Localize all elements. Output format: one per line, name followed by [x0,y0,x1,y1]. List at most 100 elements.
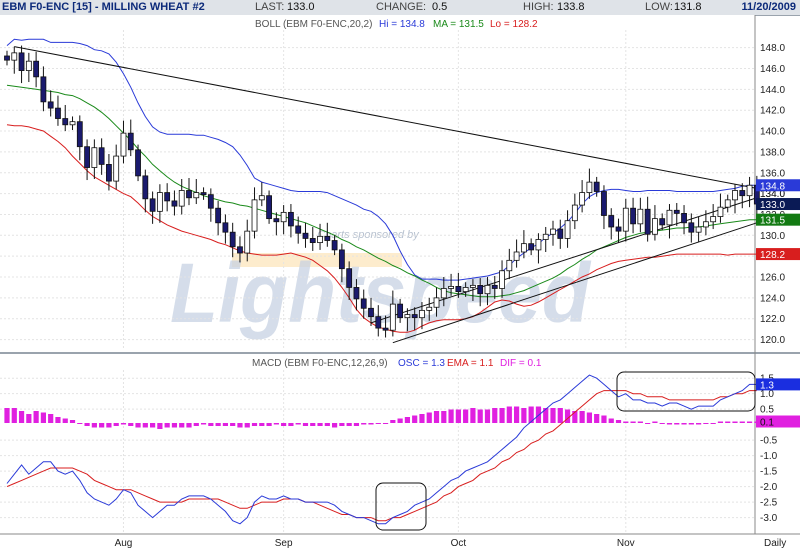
candle [615,218,622,243]
last-label: LAST: [255,1,285,13]
candle [579,180,586,213]
candle [164,183,171,212]
upper-value-tag: 134.8 [756,179,800,192]
price-tick-label-10: 140.0 [760,127,785,138]
candle [695,216,702,242]
candle-body [317,235,323,244]
macd-hist-bar [281,423,287,426]
candle-body [666,209,673,226]
candle-body [593,181,600,192]
candle-body [732,190,738,201]
macd-tick-label-1: -2.5 [760,498,778,509]
candle [411,307,418,331]
low-label: LOW: [645,1,673,13]
macd-hist-bar [586,412,592,423]
candle [550,220,556,246]
candle [506,248,513,280]
macd-hist-bar [208,423,214,426]
candle [462,282,469,297]
candle [499,260,505,298]
candle-body [338,249,345,270]
candle-body [33,60,40,78]
candle-body [84,146,90,168]
upper-value-tag-text: 134.8 [760,181,785,192]
macd-hist-bar [637,421,643,423]
candle-body [120,132,127,157]
macd-hist-bar [433,411,440,423]
candle [346,261,353,300]
macd-hist-bar [332,423,338,428]
macd-hist-bar [171,423,178,428]
candle [237,236,243,263]
candle [608,208,615,240]
macd-hist-bar [674,423,680,425]
candle [360,289,367,319]
macd-hist-bar [688,423,694,425]
macd-hist-bar [295,423,301,425]
candle [732,184,738,214]
price-tick-label-2: 124.0 [760,293,785,304]
candle [200,187,207,200]
price-tick-label-7: 134.0 [760,189,785,200]
candle [717,193,724,223]
candle [76,115,83,161]
last-value: 133.0 [287,1,315,13]
macd-hist-bar [259,423,265,426]
upper-value-tag-box [756,179,800,192]
price-tick-label-5: 130.0 [760,231,785,242]
macd-hist-bar [608,418,614,423]
last-value-tag-text: 133.0 [760,200,785,211]
macd-hist-bar [142,423,148,428]
candle [528,238,535,256]
macd-hist-bar [666,423,673,425]
dif-value-tag-text: 0.1 [760,418,774,429]
macd-hist-bar [601,415,607,423]
candle-body [244,230,251,254]
osc-value-tag: 1.3 [756,378,800,391]
macd-hist-bar [543,408,549,423]
candle-body [360,298,367,309]
macd-hist-bar [77,423,83,424]
candle [178,179,185,215]
macd-hist-bar [222,423,228,426]
candle-body [477,284,484,295]
macd-label: MACD (EBM F0-ENC,12,26,9) [252,358,388,369]
x-tick-label-1: Sep [275,538,293,549]
candle [317,223,323,250]
candle-body [506,259,513,272]
candle-body [673,209,680,214]
macd-hist-bar [564,409,571,423]
candle-body [193,192,200,199]
candle-body [426,306,433,311]
candle-body [652,218,658,235]
candle-body [266,195,272,220]
ma-value-tag: 131.5 [756,213,800,227]
candle [426,297,433,321]
candle [513,239,520,268]
candle-body [135,149,141,177]
candle-body [637,208,644,225]
candle [11,46,18,74]
macd-hist-bar [484,409,491,423]
candle-body [462,287,469,293]
candle [229,222,236,258]
candle [338,243,345,283]
price-tick-label-12: 144.0 [760,85,785,96]
macd-dif-label: DIF = 0.1 [500,358,542,369]
macd-hist-bar [339,423,345,426]
macd-hist-bar [557,408,563,423]
dif-value-tag-box [756,415,800,428]
candle [18,45,25,84]
candle-body [455,285,462,293]
boll-hi-label: Hi = 134.8 [379,19,425,30]
macd-hist-bar [200,423,207,425]
macd-hist-bar [157,423,163,429]
candle [593,176,600,197]
change-label: CHANGE: [376,1,427,13]
candle-body [375,316,382,329]
x-period-label: Daily [764,538,786,549]
macd-tick-label-3: -1.5 [760,467,778,478]
candle-body [550,228,556,235]
macd-hist-bar [273,423,279,425]
boll-lo-label: Lo = 128.2 [490,19,538,30]
